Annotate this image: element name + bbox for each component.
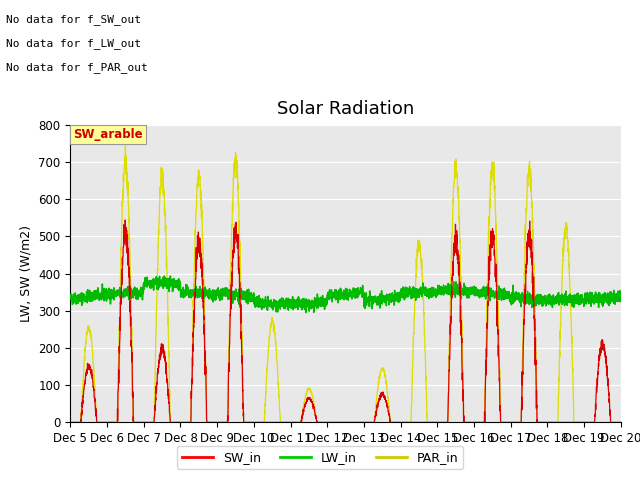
- Title: Solar Radiation: Solar Radiation: [277, 100, 414, 118]
- Y-axis label: LW, SW (W/m2): LW, SW (W/m2): [20, 225, 33, 322]
- Text: No data for f_LW_out: No data for f_LW_out: [6, 38, 141, 49]
- Legend: SW_in, LW_in, PAR_in: SW_in, LW_in, PAR_in: [177, 446, 463, 469]
- Text: No data for f_SW_out: No data for f_SW_out: [6, 14, 141, 25]
- Text: No data for f_PAR_out: No data for f_PAR_out: [6, 62, 148, 73]
- Text: SW_arable: SW_arable: [73, 128, 143, 141]
